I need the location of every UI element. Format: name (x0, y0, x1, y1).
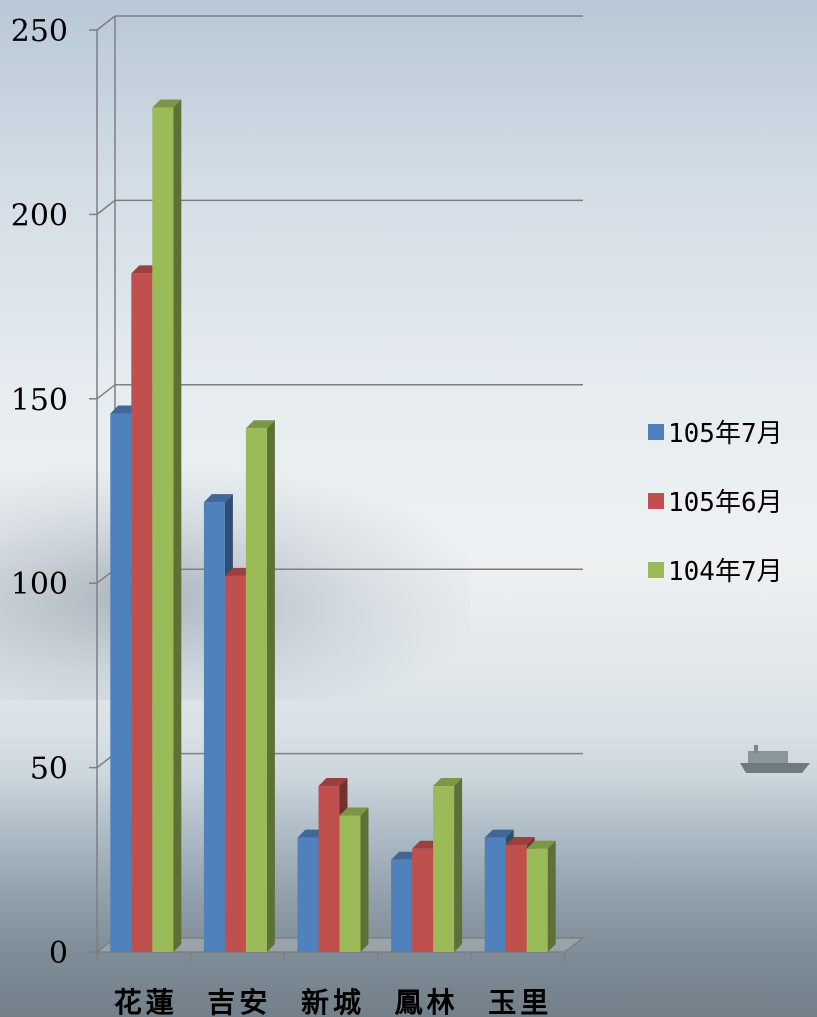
gridline-depth (96, 15, 116, 31)
bar-side (266, 420, 275, 953)
legend-swatch (648, 423, 664, 440)
bar-side (454, 778, 463, 952)
y-tick-label: 150 (11, 383, 68, 418)
bar-top (339, 807, 369, 816)
bar-front (297, 837, 319, 952)
gridline-depth (96, 199, 116, 215)
y-tick-label: 250 (11, 14, 68, 49)
bar (245, 420, 275, 953)
legend-label: 105年6月 (668, 488, 783, 518)
legend-label: 104年7月 (668, 557, 783, 587)
legend-item: 104年7月 (648, 553, 783, 587)
y-axis-ticks: 0 50 100 150 200 250 (11, 14, 97, 971)
bar-front (391, 859, 413, 952)
bar-top (318, 778, 348, 787)
bar-side (547, 840, 556, 952)
bar (526, 840, 556, 952)
x-tick-label: 吉安 (207, 986, 271, 1017)
x-tick-label: 新城 (301, 986, 365, 1017)
bar-front (339, 815, 361, 952)
legend-swatch (648, 492, 664, 509)
gridline-depth (96, 384, 116, 400)
bar-front (526, 848, 548, 952)
legend-swatch (648, 561, 664, 578)
bar-front (484, 837, 506, 952)
boat-icon (740, 745, 810, 773)
bar-top (526, 840, 556, 849)
legend-item: 105年6月 (648, 484, 783, 518)
legend: 105年7月 105年6月 104年7月 (648, 415, 783, 622)
bar-top (505, 837, 535, 846)
bar-front (152, 107, 174, 952)
bar (152, 99, 182, 952)
y-tick-label: 100 (11, 567, 68, 602)
x-tick-label: 花蓮 (114, 986, 178, 1017)
y-tick-label: 200 (11, 198, 68, 233)
x-tick-label: 鳳林 (395, 986, 459, 1017)
bar (433, 778, 463, 952)
x-tick-label: 玉里 (488, 986, 552, 1017)
y-tick-label: 0 (49, 936, 68, 971)
x-axis-ticks: 花蓮 吉安 新城 鳳林 玉里 (96, 952, 566, 1017)
bar-top (433, 778, 463, 787)
bar-top (203, 494, 233, 503)
bar-front (131, 273, 153, 953)
bar (339, 807, 369, 952)
legend-label: 105年7月 (668, 419, 783, 449)
bar-front (203, 502, 225, 952)
bar-front (505, 845, 527, 952)
legend-item: 105年7月 (648, 415, 783, 449)
bar-top (484, 829, 514, 838)
bar-front (433, 786, 455, 952)
bar-front (110, 413, 132, 952)
y-tick-label: 50 (30, 752, 68, 787)
bar-top (152, 99, 182, 108)
bar-front (224, 575, 246, 952)
bar-side (360, 807, 369, 952)
bar-front (412, 848, 434, 952)
bar-front (318, 786, 340, 952)
bar-front (245, 428, 267, 953)
bar-top (245, 420, 275, 429)
bar-side (173, 99, 182, 952)
bars (110, 99, 556, 953)
